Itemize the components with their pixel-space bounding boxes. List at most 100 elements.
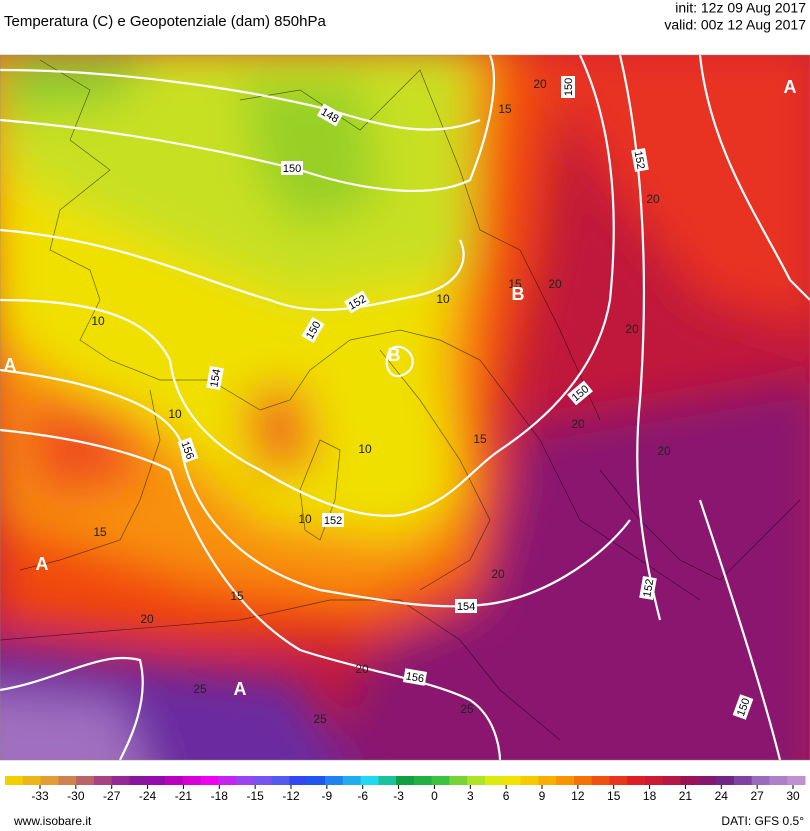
colorbar-swatch [573, 776, 593, 785]
isotherm-label: 15 [93, 525, 107, 539]
label-box [206, 365, 224, 391]
isotherm-label: 25 [193, 682, 207, 696]
colorbar-label: 24 [715, 789, 729, 803]
isotherm-label: 20 [657, 444, 671, 458]
pressure-center: B [388, 345, 401, 365]
colorbar-swatch [733, 776, 753, 785]
colorbar-swatch [342, 776, 362, 785]
colorbar-swatch [111, 776, 130, 785]
colorbar-label: 3 [467, 789, 474, 803]
colorbar-label: 15 [607, 789, 621, 803]
isotherm-label: 10 [168, 407, 182, 421]
colorbar-swatch [787, 776, 806, 785]
isotherm-label: 20 [571, 417, 585, 431]
colorbar-label: -18 [211, 789, 229, 803]
colorbar: -33 -30 -27 -24 -21 -18 -15 -12 -9 -6 -3 0 3 6 9 12 15 18… [5, 776, 806, 803]
init-time: init: 12z 09 Aug 2017 [675, 0, 806, 16]
isohypse-value: 152 [324, 515, 342, 527]
colorbar-swatch [236, 776, 255, 785]
pressure-center: A [36, 554, 49, 574]
colorbar-label: 0 [431, 789, 438, 803]
colorbar-label: 9 [539, 789, 546, 803]
temperature-field [0, 55, 810, 760]
colorbar-label: -15 [246, 789, 264, 803]
colorbar-label: 18 [643, 789, 657, 803]
isohypse-value: 154 [457, 601, 475, 613]
isotherm-label: 20 [355, 662, 369, 676]
map-title: Temperatura (C) e Geopotenziale (dam) 85… [4, 13, 326, 30]
isohypse-label: 156 [402, 668, 428, 686]
isotherm-label: 10 [298, 512, 312, 526]
source-text: www.isobare.it [13, 814, 92, 828]
isohypse-value: 156 [405, 670, 425, 685]
colorbar-swatch [253, 776, 273, 785]
isotherm-label: 20 [625, 322, 639, 336]
colorbar-swatch [431, 776, 450, 785]
colorbar-label: -27 [103, 789, 121, 803]
colorbar-swatch [680, 776, 699, 785]
colorbar-swatch [200, 776, 219, 785]
colorbar-swatch [182, 776, 202, 785]
colorbar-swatch [378, 776, 397, 785]
colorbar-swatch [467, 776, 486, 785]
colorbar-swatch [289, 776, 308, 785]
colorbar-label: 6 [503, 789, 510, 803]
label-box [631, 147, 649, 173]
colorbar-swatch [271, 776, 290, 785]
isohypse-label: 152 [631, 147, 649, 173]
isohypse-value: 150 [735, 697, 753, 718]
colorbar-swatch [40, 776, 59, 785]
isohypse-value: 154 [208, 368, 223, 388]
isotherm-label: 20 [140, 612, 154, 626]
coastlines [0, 59, 801, 741]
colorbar-label: -21 [175, 789, 193, 803]
isohypse-label: 150 [732, 694, 754, 720]
isotherm-label: 10 [358, 442, 372, 456]
isotherm-label: 15 [230, 589, 244, 603]
isohypse-value: 152 [641, 578, 656, 598]
colorbar-swatch [609, 776, 628, 785]
colorbar-swatch [538, 776, 557, 785]
isohypse-value: 156 [178, 440, 196, 461]
isotherm-label: 10 [436, 292, 450, 306]
pressure-center: A [784, 77, 797, 97]
label-box [561, 76, 575, 98]
colorbar-swatch [325, 776, 344, 785]
colorbar-swatch [360, 776, 379, 785]
isohypse-label: 154 [455, 599, 477, 613]
colorbar-swatch [591, 776, 610, 785]
colorbar-label: 30 [786, 789, 800, 803]
colorbar-label: -33 [31, 789, 49, 803]
colorbar-swatch [396, 776, 415, 785]
colorbar-swatch [93, 776, 113, 785]
colorbar-label: -9 [322, 789, 333, 803]
label-box [455, 599, 477, 613]
colorbar-swatch [129, 776, 148, 785]
isotherm-label: 20 [548, 277, 562, 291]
colorbar-swatch [165, 776, 184, 785]
map-frame [0, 54, 810, 761]
isohypse-label: 150 [561, 76, 575, 98]
colorbar-label: 21 [679, 789, 693, 803]
colorbar-label: 12 [571, 789, 585, 803]
isotherm-label: 25 [313, 712, 327, 726]
valid-time: valid: 00z 12 Aug 2017 [664, 17, 806, 33]
colorbar-swatch [307, 776, 326, 785]
label-box [281, 161, 303, 175]
isotherm-label: 15 [473, 432, 487, 446]
label-box [567, 380, 593, 406]
isotherm-label: 25 [460, 702, 474, 716]
colorbar-swatch [662, 776, 682, 785]
colorbar-swatch [413, 776, 433, 785]
colorbar-label: -3 [393, 789, 404, 803]
label-box [301, 316, 325, 344]
colorbar-swatch [716, 776, 735, 785]
isotherm-label: 20 [533, 77, 547, 91]
isotherm-label: 10 [91, 314, 105, 328]
colorbar-swatch [556, 776, 575, 785]
colorbar-swatch [22, 776, 42, 785]
colorbar-swatch [218, 776, 237, 785]
isohypse-value: 152 [632, 150, 647, 170]
label-box [177, 437, 199, 463]
